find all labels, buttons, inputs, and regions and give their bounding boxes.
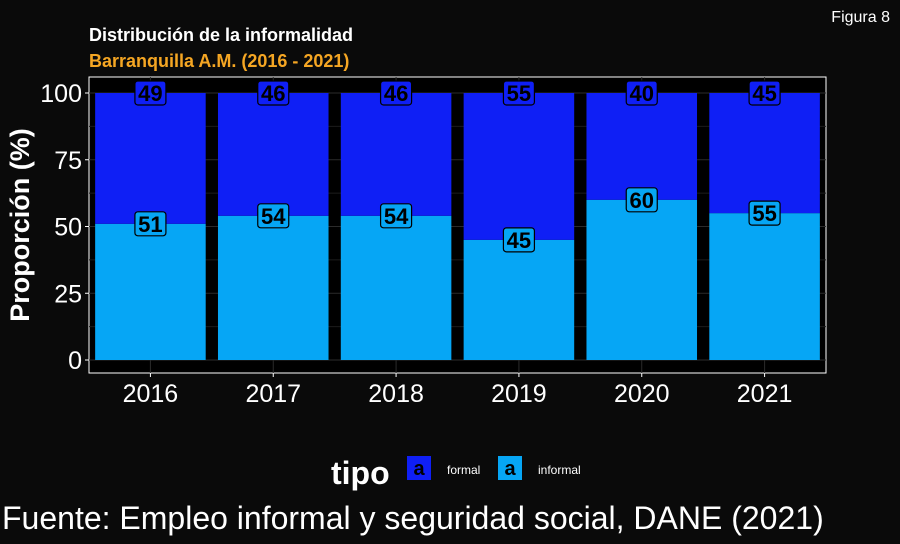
bar-informal [463,239,575,360]
data-label: 60 [630,188,654,213]
data-label-box [625,80,658,106]
y-tick-label: 25 [54,280,82,308]
data-label: 54 [261,204,286,229]
data-label-box [379,203,413,229]
data-label-box [134,211,167,237]
legend-label-formal: formal [447,463,481,477]
figure-label: Figura 8 [831,9,890,26]
x-tick-label: 2019 [491,380,547,408]
bar-formal [217,93,329,216]
y-tick-label: 75 [54,147,82,175]
bar-formal [709,93,820,214]
data-label: 54 [384,204,409,229]
bar-formal [586,93,698,200]
x-tick-label: 2016 [123,380,179,408]
data-label-box [748,200,781,226]
data-label-box [748,80,781,106]
bar-formal [340,93,452,216]
data-label: 46 [384,81,408,106]
x-tick-label: 2018 [368,380,424,408]
y-tick-label: 100 [40,80,82,108]
bar-informal [340,215,452,360]
data-label: 45 [752,81,776,106]
legend-key-informal: a [498,456,522,480]
bar-informal [586,199,698,360]
bar-informal [709,213,820,360]
data-label-box [379,80,413,106]
y-axis-label: Proporción (%) [5,128,35,322]
data-label-box [502,227,536,253]
x-tick-label: 2017 [245,380,301,408]
legend-title: tipo [331,455,390,491]
data-label: 40 [630,81,654,106]
data-label-box [502,80,536,106]
chart-subtitle: Barranquilla A.M. (2016 - 2021) [89,51,350,71]
source-note: Fuente: Empleo informal y seguridad soci… [2,500,824,536]
x-tick-label: 2021 [737,380,793,408]
legend-label-informal: informal [538,463,581,477]
bar-informal [95,223,206,360]
data-label: 51 [138,212,162,237]
y-tick-label: 0 [68,347,82,375]
data-label: 55 [752,201,776,226]
bar-informal [217,215,329,360]
x-tick-label: 2020 [614,380,670,408]
data-label-box [625,187,658,213]
legend-key-formal: a [407,456,431,480]
y-tick-label: 50 [54,214,82,242]
data-label: 49 [138,81,162,106]
data-label: 55 [507,81,531,106]
data-label-box [257,203,290,229]
data-label: 46 [261,81,285,106]
data-label-box [134,80,167,106]
bar-formal [463,93,575,240]
data-label: 45 [507,228,531,253]
bar-formal [95,93,206,224]
chart-title: Distribución de la informalidad [89,25,354,45]
data-label-box [257,80,290,106]
